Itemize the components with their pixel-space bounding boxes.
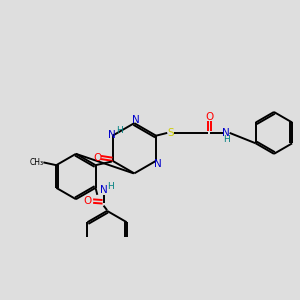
- Text: H: H: [224, 135, 230, 144]
- Text: CH₃: CH₃: [29, 158, 44, 167]
- Text: H: H: [116, 126, 123, 135]
- Text: O: O: [205, 112, 214, 122]
- Text: N: N: [132, 115, 140, 125]
- Text: S: S: [167, 128, 174, 138]
- Text: O: O: [84, 196, 92, 206]
- Text: N: N: [154, 159, 162, 169]
- Text: N: N: [108, 130, 116, 140]
- Text: O: O: [93, 153, 102, 163]
- Text: N: N: [100, 185, 107, 195]
- Text: N: N: [222, 128, 230, 138]
- Text: H: H: [107, 182, 114, 191]
